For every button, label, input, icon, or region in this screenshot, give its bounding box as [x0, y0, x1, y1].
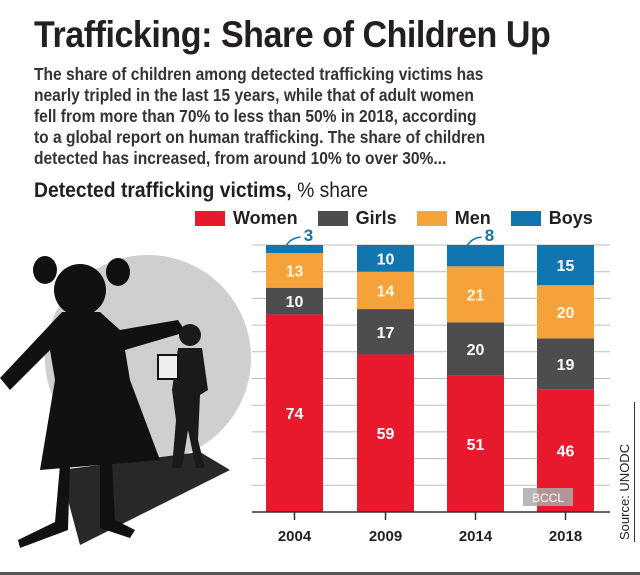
bar-women-2014 — [447, 375, 504, 512]
data-label: 51 — [467, 437, 485, 454]
description: The share of children among detected tra… — [34, 64, 610, 169]
bar-girls-2004 — [266, 287, 323, 315]
description-line: to a global report on human trafficking.… — [34, 127, 486, 147]
description-line: fell from more than 70% to less than 50%… — [34, 106, 477, 126]
data-label: 21 — [467, 287, 485, 304]
bar-men-2018 — [537, 285, 594, 339]
legend-label: Boys — [548, 208, 593, 228]
data-label: 14 — [377, 283, 395, 300]
legend-item-boys: Boys — [510, 208, 593, 229]
data-label: 17 — [377, 325, 395, 342]
bar-men-2009 — [357, 271, 414, 310]
girl-silhouette — [0, 256, 230, 548]
data-label: 13 — [286, 263, 304, 280]
legend-swatch — [416, 211, 447, 226]
legend-item-men: Men — [416, 208, 491, 229]
data-label: 3 — [304, 226, 313, 245]
bar-men-2014 — [447, 266, 504, 323]
description-line: nearly tripled in the last 15 years, whi… — [34, 85, 474, 105]
data-label: 10 — [286, 294, 304, 311]
source-note: Source: UNODC — [617, 443, 632, 540]
data-label: 74 — [286, 406, 304, 423]
bar-girls-2018 — [537, 338, 594, 390]
legend-swatch — [510, 211, 541, 226]
plot-area: 74 10 13 3 2004 59 17 14 10 2009 51 20 21 8 2014 46 19 20… — [252, 226, 610, 545]
description-line: The share of children among detected tra… — [34, 64, 484, 84]
legend-swatch — [195, 211, 225, 226]
subtitle-unit: % share — [297, 179, 368, 202]
bar-boys-2018 — [537, 245, 594, 286]
legend-item-girls: Girls — [317, 208, 397, 229]
data-label: 15 — [557, 258, 575, 275]
legend-label: Men — [454, 208, 491, 228]
silhouette-illustration — [0, 255, 251, 548]
description-line: detected has increased, from around 10% … — [34, 148, 447, 168]
x-tick-label: 2004 — [278, 528, 312, 545]
bar-girls-2014 — [447, 322, 504, 376]
bar-boys-2014 — [447, 245, 504, 267]
legend-label: Girls — [355, 208, 397, 228]
bar-women-2004 — [266, 314, 323, 512]
data-label: 20 — [467, 342, 485, 359]
bar-boys-2004 — [266, 245, 323, 254]
legend-item-women: Women — [195, 208, 298, 229]
watermark-box — [523, 488, 573, 506]
watermark: BCCL — [532, 491, 564, 505]
bar-boys-2009 — [357, 245, 414, 272]
adult-silhouette — [157, 324, 208, 468]
legend: Women Girls Men Boys — [195, 208, 613, 229]
legend-label: Women — [233, 208, 298, 228]
data-label: 8 — [485, 226, 494, 245]
x-tick-label: 2014 — [459, 528, 493, 545]
chart-subtitle: Detected trafficking victims, % share — [34, 179, 368, 203]
data-label: 10 — [377, 251, 395, 268]
callout-line — [464, 236, 482, 252]
legend-swatch — [317, 211, 348, 226]
data-label: 59 — [377, 426, 395, 443]
data-label: 19 — [557, 357, 575, 374]
subtitle-main: Detected trafficking victims, — [34, 179, 292, 202]
bar-women-2009 — [357, 354, 414, 512]
data-label: 46 — [557, 444, 575, 461]
bottom-border — [0, 572, 640, 575]
bar-girls-2009 — [357, 309, 414, 355]
callout-line — [283, 236, 301, 252]
x-tick-label: 2009 — [369, 528, 402, 545]
page-title: Trafficking: Share of Children Up — [34, 14, 551, 55]
divider — [634, 402, 635, 542]
x-tick-label: 2018 — [549, 528, 582, 545]
data-label: 20 — [557, 305, 575, 322]
bar-men-2004 — [266, 253, 323, 288]
